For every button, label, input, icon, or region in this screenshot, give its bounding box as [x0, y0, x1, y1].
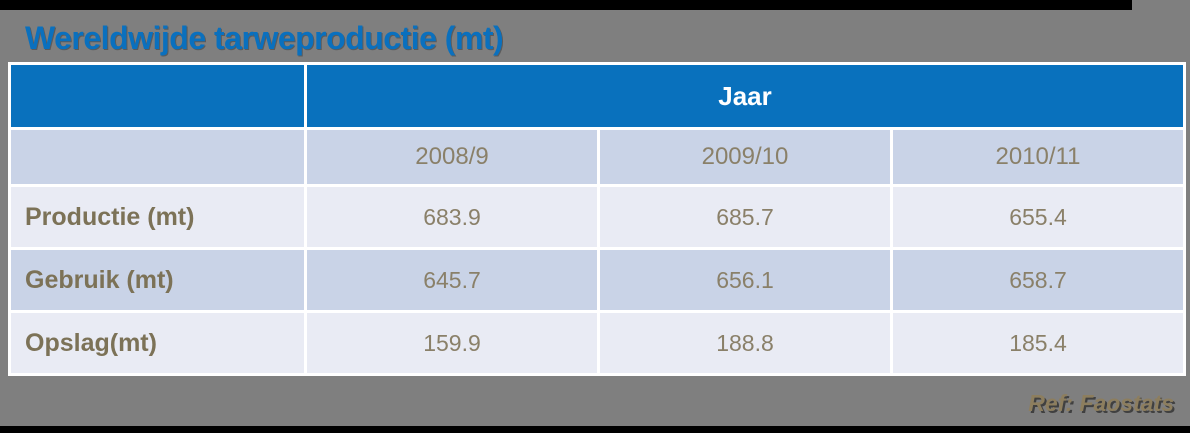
- bottom-black-border-bar: [0, 426, 1190, 433]
- year-row-empty-cell: [11, 130, 304, 184]
- cell-productie-2008-9: 683.9: [307, 187, 597, 247]
- column-header-2009-10: 2009/10: [600, 130, 890, 184]
- wheat-production-table: Jaar 2008/9 2009/10 2010/11 Productie (m…: [8, 62, 1186, 376]
- cell-opslag-2010-11: 185.4: [893, 313, 1183, 373]
- slide-title: Wereldwijde tarweproductie (mt): [25, 20, 504, 56]
- row-label-gebruik: Gebruik (mt): [11, 250, 304, 310]
- reference-note: Ref: Faostats: [1028, 390, 1174, 416]
- top-black-border-bar: [0, 0, 1132, 10]
- cell-gebruik-2008-9: 645.7: [307, 250, 597, 310]
- column-header-2010-11: 2010/11: [893, 130, 1183, 184]
- cell-opslag-2008-9: 159.9: [307, 313, 597, 373]
- cell-productie-2009-10: 685.7: [600, 187, 890, 247]
- table-corner-cell: [11, 65, 304, 127]
- row-label-productie: Productie (mt): [11, 187, 304, 247]
- cell-opslag-2009-10: 188.8: [600, 313, 890, 373]
- cell-gebruik-2009-10: 656.1: [600, 250, 890, 310]
- column-header-2008-9: 2008/9: [307, 130, 597, 184]
- cell-productie-2010-11: 655.4: [893, 187, 1183, 247]
- table-group-header-jaar: Jaar: [307, 65, 1183, 127]
- row-label-opslag: Opslag(mt): [11, 313, 304, 373]
- cell-gebruik-2010-11: 658.7: [893, 250, 1183, 310]
